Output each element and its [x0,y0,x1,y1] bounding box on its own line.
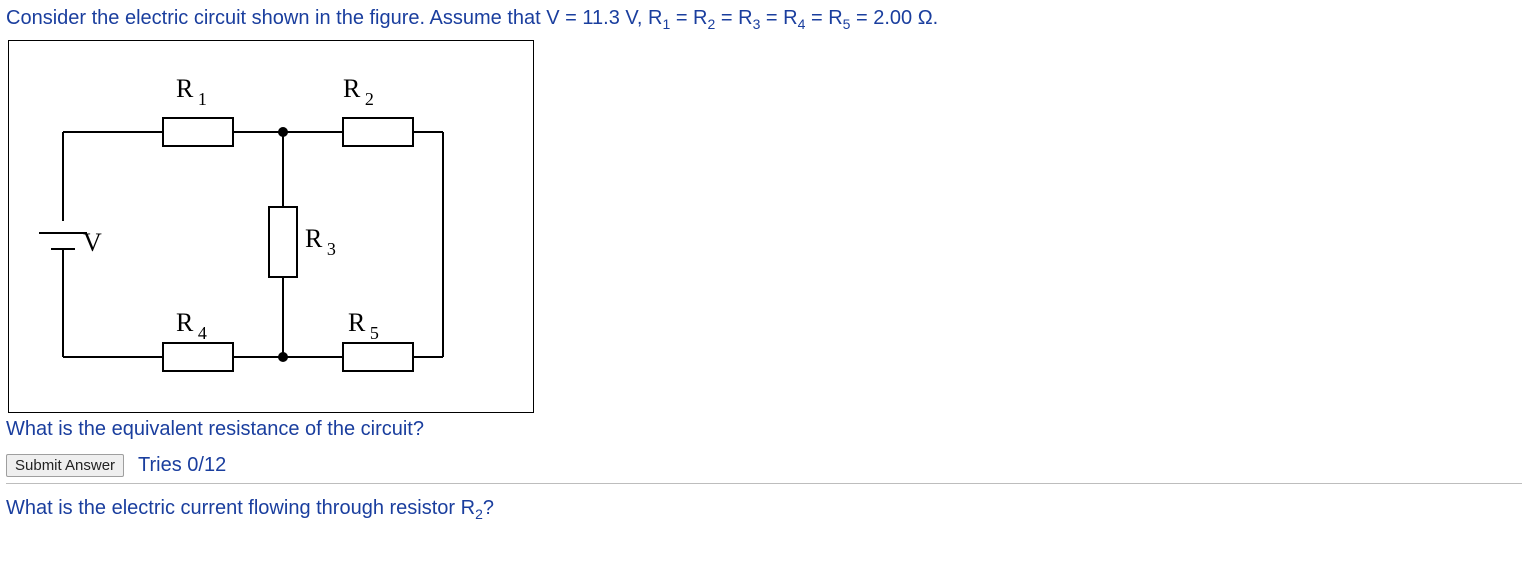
q2-suffix: ? [483,497,494,519]
prompt-mid1: , R [637,7,663,29]
svg-text:R 1: R 1 [176,74,207,109]
q2-sub: 2 [475,506,483,522]
separator [6,483,1522,484]
answer-row: Submit Answer Tries 0/12 [6,454,1522,477]
question-1: What is the equivalent resistance of the… [6,415,1522,444]
svg-text:R 2: R 2 [343,74,374,109]
tries-counter: Tries 0/12 [138,454,226,477]
q2-prefix: What is the electric current flowing thr… [6,497,475,519]
prompt-suffix: = 2.00 Ω. [850,7,938,29]
prompt-eq4: = R [760,7,797,29]
svg-text:R 4: R 4 [176,308,207,343]
question-2: What is the electric current flowing thr… [6,494,1522,524]
prompt-prefix: Consider the electric circuit shown in t… [6,7,582,29]
svg-text:R 5: R 5 [348,308,379,343]
circuit-figure: R 1 R 2 R 3 R 4 R 5 V [8,40,534,413]
prompt-eq5: = R [805,7,842,29]
prompt-eq3: = R [715,7,752,29]
svg-text:R 3: R 3 [305,224,336,259]
prompt-voltage: 11.3 V [582,7,637,29]
prompt-eq2: = R [670,7,707,29]
problem-prompt: Consider the electric circuit shown in t… [6,4,1522,34]
submit-answer-button[interactable]: Submit Answer [6,454,124,477]
circuit-diagram: R 1 R 2 R 3 R 4 R 5 V [13,47,523,399]
svg-text:V: V [83,228,102,257]
